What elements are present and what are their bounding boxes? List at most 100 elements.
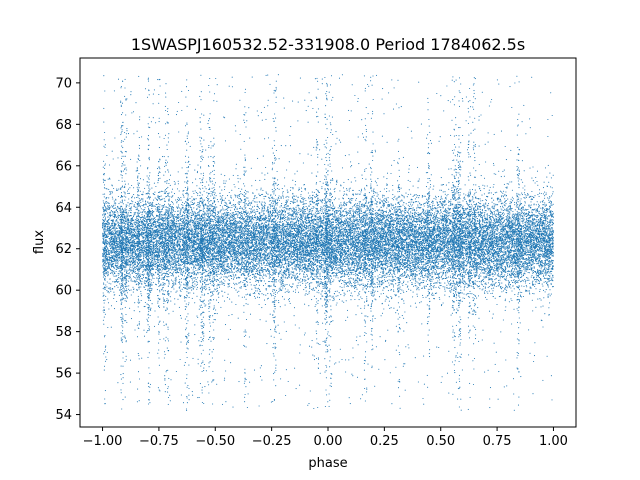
data-point (105, 289, 106, 290)
data-point (126, 356, 127, 357)
data-point (364, 388, 365, 389)
data-point (135, 102, 136, 103)
data-point (120, 202, 121, 203)
data-point (344, 256, 345, 257)
data-point (197, 171, 198, 172)
data-point (264, 223, 265, 224)
data-point (291, 271, 292, 272)
data-point (195, 213, 196, 214)
data-point (453, 307, 454, 308)
data-point (164, 156, 165, 157)
data-point (364, 291, 365, 292)
data-point (212, 188, 213, 189)
data-point (522, 209, 523, 210)
data-point (454, 287, 455, 288)
data-point (500, 191, 501, 192)
data-point (500, 276, 501, 277)
data-point (428, 321, 429, 322)
data-point (529, 196, 530, 197)
data-point (289, 212, 290, 213)
data-point (543, 244, 544, 245)
data-point (123, 223, 124, 224)
data-point (465, 282, 466, 283)
data-point (481, 284, 482, 285)
data-point (416, 289, 417, 290)
data-point (134, 258, 135, 259)
data-point (506, 276, 507, 277)
data-point (526, 252, 527, 253)
data-point (330, 230, 331, 231)
data-point (314, 268, 315, 269)
data-point (524, 210, 525, 211)
data-point (304, 269, 305, 270)
data-point (463, 198, 464, 199)
data-point (343, 257, 344, 258)
data-point (462, 200, 463, 201)
data-point (328, 266, 329, 267)
data-point (511, 199, 512, 200)
data-point (379, 199, 380, 200)
data-point (340, 349, 341, 350)
data-point (302, 210, 303, 211)
data-point (483, 203, 484, 204)
data-point (200, 182, 201, 183)
data-point (525, 245, 526, 246)
data-point (444, 283, 445, 284)
data-point (474, 157, 475, 158)
data-point (507, 215, 508, 216)
data-point (117, 218, 118, 219)
data-point (344, 205, 345, 206)
data-point (212, 213, 213, 214)
data-point (200, 300, 201, 301)
data-point (310, 229, 311, 230)
data-point (446, 198, 447, 199)
data-point (214, 144, 215, 145)
data-point (274, 280, 275, 281)
data-point (318, 284, 319, 285)
data-point (390, 173, 391, 174)
data-point (200, 282, 201, 283)
data-point (367, 238, 368, 239)
data-point (299, 208, 300, 209)
data-point (213, 322, 214, 323)
data-point (120, 225, 121, 226)
data-point (429, 330, 430, 331)
data-point (201, 146, 202, 147)
data-point (324, 77, 325, 78)
data-point (125, 220, 126, 221)
data-point (361, 247, 362, 248)
data-point (222, 253, 223, 254)
data-point (484, 208, 485, 209)
data-point (244, 249, 245, 250)
data-point (159, 322, 160, 323)
data-point (489, 286, 490, 287)
data-point (518, 299, 519, 300)
data-point (240, 193, 241, 194)
data-point (443, 191, 444, 192)
data-point (372, 335, 373, 336)
data-point (375, 151, 376, 152)
data-point (491, 251, 492, 252)
data-point (130, 220, 131, 221)
data-point (502, 213, 503, 214)
data-point (182, 232, 183, 233)
data-point (318, 273, 319, 274)
data-point (147, 185, 148, 186)
data-point (129, 308, 130, 309)
data-point (324, 279, 325, 280)
data-point (147, 168, 148, 169)
data-point (354, 260, 355, 261)
data-point (550, 229, 551, 230)
data-point (518, 333, 519, 334)
data-point (139, 265, 140, 266)
data-point (270, 259, 271, 260)
data-point (321, 270, 322, 271)
data-point (244, 237, 245, 238)
data-point (413, 292, 414, 293)
data-point (200, 129, 201, 130)
data-point (165, 221, 166, 222)
data-point (184, 237, 185, 238)
data-point (194, 216, 195, 217)
data-point (216, 207, 217, 208)
data-point (106, 209, 107, 210)
